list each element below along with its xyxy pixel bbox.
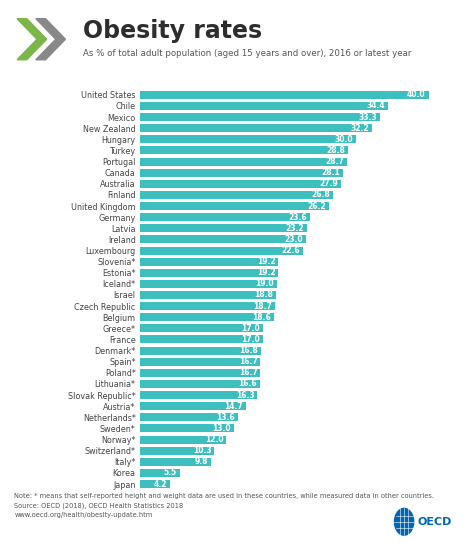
Bar — [140, 458, 210, 466]
Text: 19.2: 19.2 — [257, 257, 275, 266]
Text: 26.2: 26.2 — [308, 202, 326, 210]
Bar — [140, 91, 428, 99]
Text: 32.2: 32.2 — [351, 124, 369, 133]
Text: 16.8: 16.8 — [239, 346, 258, 355]
Bar — [140, 124, 372, 132]
Bar — [140, 135, 356, 143]
Text: 13.0: 13.0 — [212, 424, 231, 433]
Text: 30.0: 30.0 — [335, 135, 354, 144]
Text: 28.8: 28.8 — [326, 146, 345, 155]
Text: As % of total adult population (aged 15 years and over), 2016 or latest year: As % of total adult population (aged 15 … — [83, 49, 411, 58]
Text: 40.0: 40.0 — [407, 90, 426, 100]
Text: 18.7: 18.7 — [253, 302, 272, 311]
Bar — [140, 280, 277, 288]
Text: Obesity rates: Obesity rates — [83, 19, 262, 43]
Text: 17.0: 17.0 — [241, 324, 260, 333]
Text: 16.7: 16.7 — [239, 368, 257, 377]
Bar — [140, 413, 238, 421]
Bar — [140, 269, 278, 277]
Bar — [140, 358, 260, 366]
Text: 14.7: 14.7 — [224, 402, 243, 411]
Bar — [140, 235, 306, 243]
Text: Note: * means that self-reported height and weight data are used in these countr: Note: * means that self-reported height … — [14, 493, 434, 518]
Text: 28.1: 28.1 — [321, 168, 340, 177]
Bar — [140, 157, 347, 166]
Text: 4.2: 4.2 — [154, 479, 167, 489]
Bar — [140, 425, 234, 432]
Bar — [140, 180, 341, 188]
Bar — [140, 335, 263, 344]
Text: OECD: OECD — [417, 518, 452, 527]
Text: 9.8: 9.8 — [194, 457, 208, 466]
Text: 26.8: 26.8 — [311, 190, 330, 200]
Bar — [140, 247, 303, 254]
Polygon shape — [17, 18, 46, 60]
Bar — [140, 291, 275, 299]
Text: 16.6: 16.6 — [238, 379, 257, 388]
Polygon shape — [36, 18, 65, 60]
Text: 23.0: 23.0 — [284, 235, 303, 244]
Bar — [140, 225, 307, 232]
Bar — [140, 191, 333, 199]
Bar — [140, 102, 388, 110]
Text: 16.3: 16.3 — [236, 391, 255, 400]
Circle shape — [394, 509, 414, 535]
Bar — [140, 213, 310, 221]
Bar — [140, 369, 260, 377]
Text: 34.4: 34.4 — [366, 102, 385, 110]
Bar — [140, 258, 278, 266]
Text: 17.0: 17.0 — [241, 335, 260, 344]
Bar — [140, 436, 227, 444]
Text: 19.0: 19.0 — [255, 279, 274, 288]
Text: 13.6: 13.6 — [217, 413, 235, 422]
Text: 23.6: 23.6 — [289, 213, 307, 222]
Text: 28.7: 28.7 — [325, 157, 344, 166]
Bar — [140, 391, 257, 399]
Text: 16.7: 16.7 — [239, 357, 257, 366]
Bar — [140, 380, 260, 388]
Text: 19.2: 19.2 — [257, 268, 275, 277]
Text: 33.3: 33.3 — [359, 113, 377, 122]
Text: 5.5: 5.5 — [164, 469, 177, 477]
Bar — [140, 202, 329, 210]
Text: 12.0: 12.0 — [205, 435, 224, 444]
Text: 18.6: 18.6 — [253, 313, 271, 322]
Text: 10.3: 10.3 — [192, 446, 211, 455]
Bar — [140, 347, 261, 354]
Text: 22.6: 22.6 — [282, 246, 300, 255]
Text: 27.9: 27.9 — [319, 179, 338, 188]
Bar — [140, 147, 348, 154]
Text: 23.2: 23.2 — [286, 224, 304, 233]
Bar — [140, 325, 263, 332]
Bar — [140, 313, 274, 321]
Bar — [140, 402, 246, 410]
Bar — [140, 113, 380, 121]
Bar — [140, 480, 170, 488]
Bar — [140, 447, 214, 454]
Bar — [140, 302, 275, 310]
Bar — [140, 169, 343, 177]
Text: 18.8: 18.8 — [254, 291, 273, 300]
Bar — [140, 469, 180, 477]
